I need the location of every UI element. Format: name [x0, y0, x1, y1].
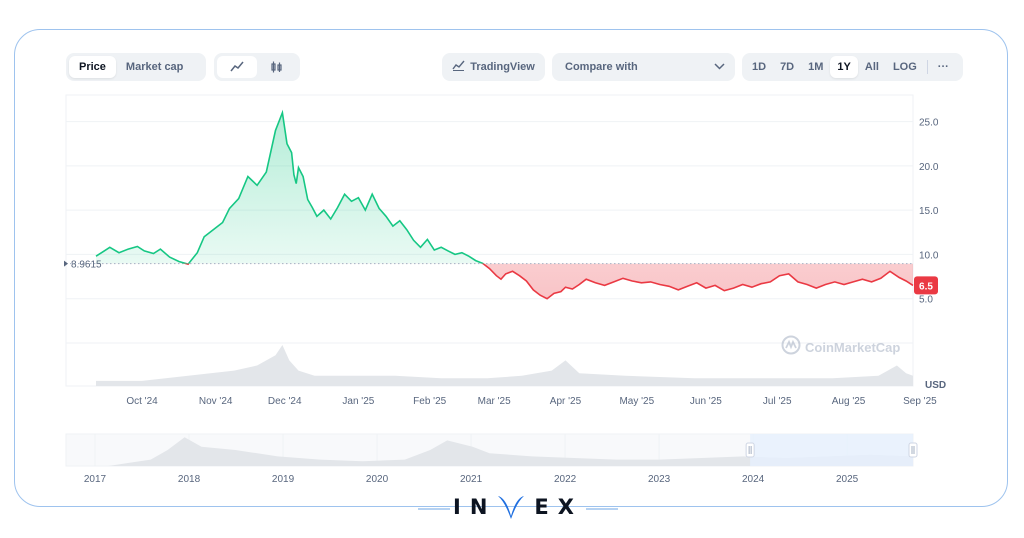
price-tab[interactable]: Price [69, 56, 116, 78]
market-cap-tab[interactable]: Market cap [125, 61, 184, 73]
watermark-text: CoinMarketCap [805, 340, 901, 355]
range-1m[interactable]: 1M [808, 61, 824, 73]
range-1y[interactable]: 1Y [830, 56, 858, 78]
tradingview-icon [452, 60, 465, 74]
brand-left: IN [453, 495, 497, 519]
v-logo-icon [496, 492, 526, 522]
brand-right: EX [534, 495, 583, 519]
metric-toggle: Price Market cap [66, 53, 206, 81]
invex-brand-text: IN EX [448, 487, 588, 527]
range-1d[interactable]: 1D [752, 61, 767, 73]
coinmarketcap-logo-icon [781, 335, 801, 360]
range-7d[interactable]: 7D [780, 61, 795, 73]
chevron-down-icon [714, 61, 725, 73]
range-all[interactable]: All [864, 61, 879, 73]
chart-style-toggle [214, 53, 300, 81]
chart-card [14, 29, 1008, 507]
tradingview-button[interactable]: TradingView [442, 53, 545, 81]
candlestick-icon[interactable] [257, 56, 297, 78]
more-options-button[interactable]: ··· [937, 61, 949, 73]
coinmarketcap-watermark: CoinMarketCap [781, 335, 900, 360]
compare-dropdown[interactable]: Compare with [552, 53, 735, 81]
invex-logo [418, 508, 618, 510]
compare-label: Compare with [565, 61, 638, 73]
range-log[interactable]: LOG [892, 61, 917, 73]
line-chart-icon[interactable] [217, 56, 257, 78]
tradingview-label: TradingView [470, 61, 535, 73]
range-selector: 1D 7D 1M 1Y All LOG ··· [742, 53, 963, 81]
range-divider [926, 60, 928, 74]
